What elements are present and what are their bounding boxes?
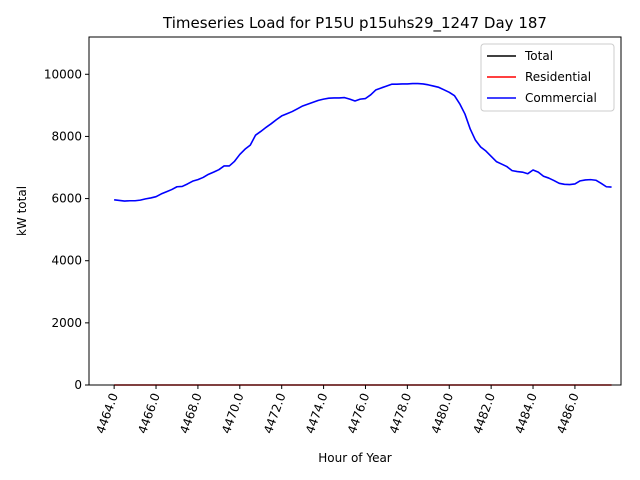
y-tick-label: 6000 <box>51 192 82 206</box>
y-axis-label: kW total <box>15 186 29 236</box>
y-tick-label: 2000 <box>51 316 82 330</box>
x-tick-label: 4484.0 <box>512 391 540 435</box>
plot-frame <box>88 36 622 386</box>
x-tick-label: 4466.0 <box>135 391 163 435</box>
x-tick-label: 4482.0 <box>470 391 498 435</box>
x-tick-label: 4464.0 <box>93 391 121 435</box>
y-tick-label: 10000 <box>44 67 82 81</box>
legend-label-commercial: Commercial <box>525 91 597 105</box>
x-tick-label: 4470.0 <box>219 391 247 435</box>
y-axis: 0 2000 4000 6000 8000 10000 <box>44 67 89 392</box>
x-tick-label: 4480.0 <box>429 391 457 435</box>
legend-frame <box>480 43 615 112</box>
series-line-commercial <box>114 82 612 202</box>
y-tick-label: 4000 <box>51 254 82 268</box>
x-tick-label: 4474.0 <box>303 391 331 435</box>
x-tick-label: 4468.0 <box>177 391 205 435</box>
legend-label-total: Total <box>524 49 553 63</box>
x-tick-label: 4472.0 <box>261 391 289 435</box>
y-tick-label: 0 <box>74 378 82 392</box>
legend: Total Residential Commercial <box>480 43 615 112</box>
x-axis: 4464.0 4466.0 4468.0 4470.0 4472.0 4474.0 4476… <box>93 385 582 435</box>
x-tick-label: 4486.0 <box>554 391 582 435</box>
chart-title: Timeseries Load for P15U p15uhs29_1247 D… <box>162 14 547 33</box>
y-tick-label: 8000 <box>51 129 82 143</box>
legend-label-residential: Residential <box>525 70 591 84</box>
x-tick-label: 4478.0 <box>387 391 415 435</box>
x-tick-label: 4476.0 <box>345 391 373 435</box>
series-layer <box>114 82 612 386</box>
x-axis-label: Hour of Year <box>318 451 392 465</box>
